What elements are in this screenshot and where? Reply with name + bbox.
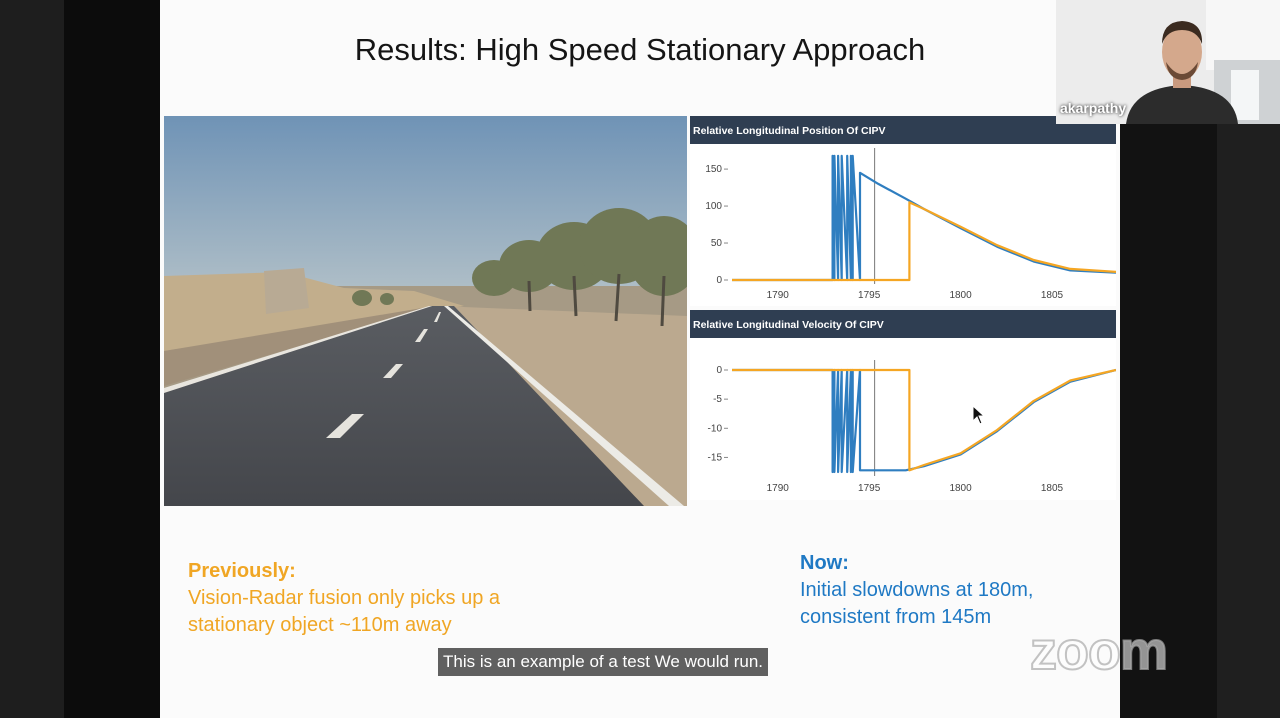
- x-tick-label: 1800: [949, 483, 972, 494]
- road-camera-image: [164, 116, 687, 506]
- previously-label: Previously:: [188, 560, 296, 582]
- x-tick-label: 1805: [1041, 483, 1064, 494]
- mouse-cursor-icon: [972, 405, 986, 425]
- x-tick-label: 1795: [858, 483, 881, 494]
- live-caption: This is an example of a test We would ru…: [438, 648, 769, 676]
- shared-slide: Results: High Speed Stationary Approach: [160, 0, 1120, 718]
- velocity-chart-title: Relative Longitudinal Velocity Of CIPV: [690, 310, 1116, 338]
- position-chart-title: Relative Longitudinal Position Of CIPV: [690, 116, 1116, 144]
- previously-note: Previously: Vision-Radar fusion only pic…: [188, 558, 500, 639]
- series-line-blue: [732, 368, 1116, 474]
- x-tick-label: 1805: [1041, 290, 1064, 301]
- left-letterbox-inner: [64, 0, 160, 718]
- previously-line-2: stationary object ~110m away: [188, 614, 452, 636]
- x-tick-label: 1790: [767, 483, 790, 494]
- participant-video: [1056, 0, 1280, 124]
- y-tick-label: 150: [705, 164, 722, 175]
- y-tick-label: 0: [716, 275, 722, 286]
- position-chart: Relative Longitudinal Position Of CIPV 0…: [690, 116, 1116, 306]
- y-tick-label: -10: [708, 423, 723, 434]
- now-line-1: Initial slowdowns at 180m,: [800, 579, 1034, 601]
- right-letterbox-inner: [1217, 124, 1280, 718]
- velocity-chart-plot: 0 -5 -10 -15 1790 1795 1800 1805: [708, 360, 1116, 494]
- participant-video-tile[interactable]: akarpathy: [1056, 0, 1280, 124]
- y-tick-label: -15: [708, 452, 723, 463]
- x-tick-label: 1795: [858, 290, 881, 301]
- zoom-logo: zoom: [1029, 620, 1169, 682]
- now-label: Now:: [800, 552, 849, 574]
- now-line-2: consistent from 145m: [800, 606, 992, 628]
- y-tick-label: 100: [705, 201, 722, 212]
- now-note: Now: Initial slowdowns at 180m, consiste…: [800, 550, 1033, 631]
- velocity-chart: Relative Longitudinal Velocity Of CIPV 0…: [690, 310, 1116, 500]
- position-chart-plot: 0 50 100 150 1790 1795 1800 1805: [705, 148, 1116, 301]
- y-tick-label: 50: [711, 238, 723, 249]
- y-tick-label: -5: [713, 394, 722, 405]
- series-line-blue: [732, 154, 1116, 282]
- series-line-orange: [732, 368, 1116, 472]
- series-line-orange: [732, 201, 1116, 282]
- slide-title: Results: High Speed Stationary Approach: [354, 32, 926, 67]
- participant-name: akarpathy: [1060, 100, 1127, 116]
- previously-line-1: Vision-Radar fusion only picks up a: [188, 587, 501, 609]
- x-tick-label: 1790: [767, 290, 790, 301]
- y-tick-label: 0: [716, 365, 722, 376]
- x-tick-label: 1800: [949, 290, 972, 301]
